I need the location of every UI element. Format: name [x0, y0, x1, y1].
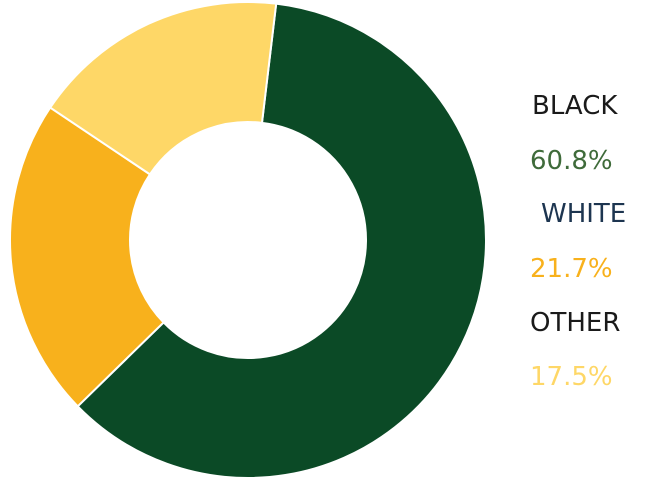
legend-value-white: 21.7% [530, 254, 613, 284]
legend-label-black: BLACK [532, 91, 618, 121]
legend-label-white: WHITE [541, 199, 626, 229]
slice-black [76, 2, 487, 479]
legend-label-other: OTHER [530, 308, 620, 338]
legend-value-other: 17.5% [530, 362, 613, 392]
slice-other [48, 1, 278, 176]
legend: BLACK 60.8% WHITE 21.7% OTHER 17.5% [530, 91, 626, 392]
donut-slices [9, 1, 487, 479]
legend-value-black: 60.8% [530, 146, 613, 176]
slice-white [9, 106, 165, 408]
